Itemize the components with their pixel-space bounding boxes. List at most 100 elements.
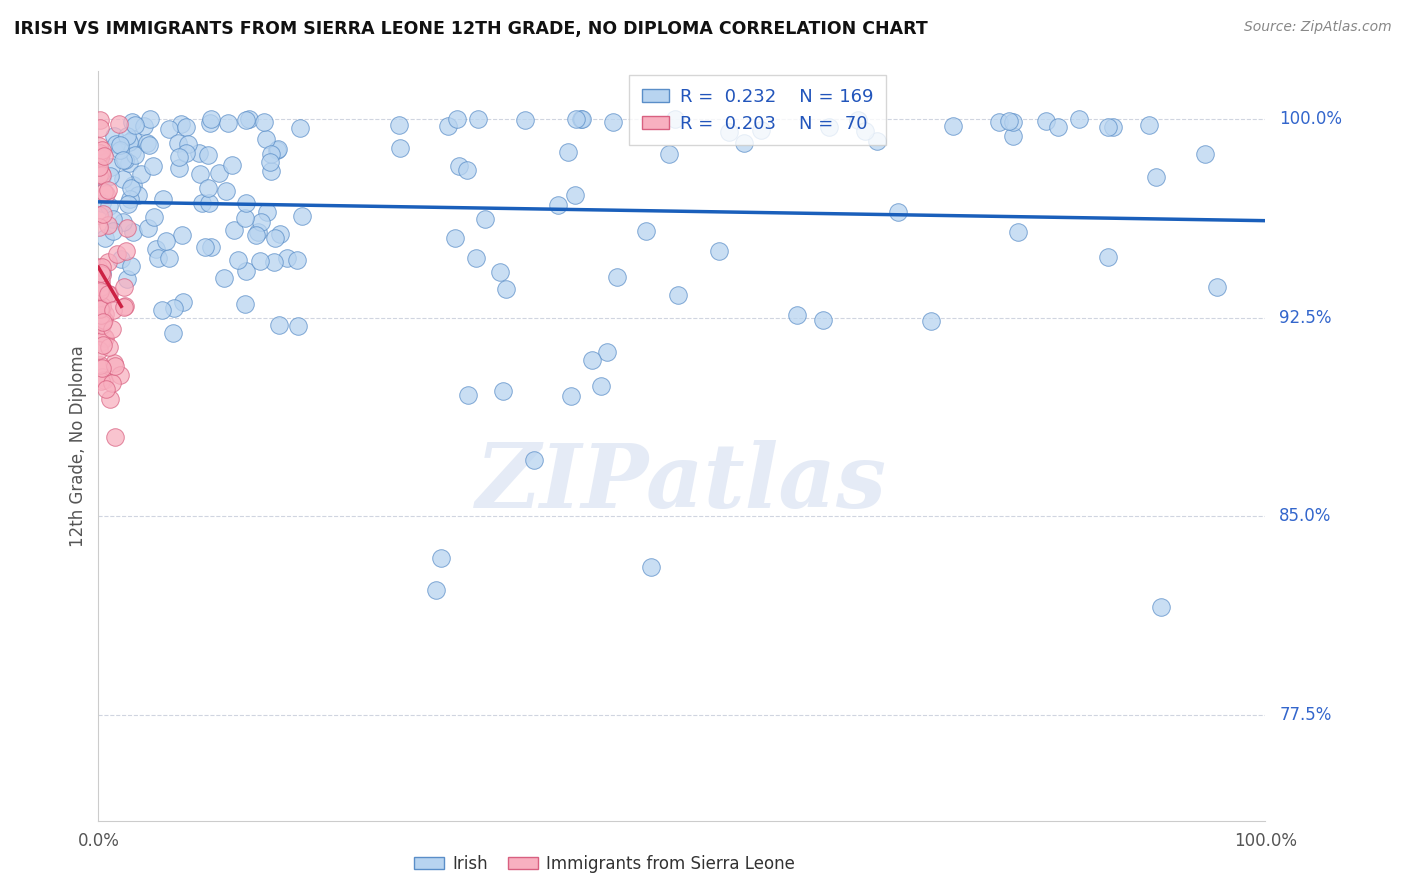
Point (1150, 599, 1173, 614)
Point (942, 120, 965, 134)
Point (115, 244, 138, 259)
Point (98, 340, 121, 354)
Point (846, 112, 869, 127)
Text: 92.5%: 92.5% (1279, 309, 1331, 326)
Text: Source: ZipAtlas.com: Source: ZipAtlas.com (1244, 20, 1392, 34)
Point (145, 243, 167, 257)
Point (266, 144, 288, 158)
Point (425, 582, 447, 597)
Point (89, 113, 111, 128)
Point (122, 132, 145, 146)
Point (1102, 120, 1125, 134)
Point (581, 352, 603, 367)
Point (1001, 114, 1024, 128)
Point (87, 146, 110, 161)
Point (446, 112, 468, 126)
Point (169, 150, 191, 164)
Point (188, 167, 211, 181)
Point (174, 145, 197, 160)
Point (1194, 146, 1216, 161)
Point (90, 196, 112, 211)
Point (1139, 119, 1161, 133)
Point (596, 344, 619, 359)
Point (222, 223, 245, 237)
Point (89, 160, 111, 174)
Point (89, 301, 111, 316)
Point (197, 148, 219, 162)
Point (602, 114, 624, 128)
Point (249, 254, 271, 268)
Point (1097, 250, 1119, 264)
Point (101, 322, 124, 336)
Point (606, 269, 628, 284)
Point (235, 196, 257, 211)
Point (465, 251, 488, 265)
Point (108, 138, 131, 153)
Point (87, 310, 110, 325)
Point (212, 271, 235, 285)
Point (172, 294, 194, 309)
Point (98, 392, 121, 407)
Point (188, 146, 211, 161)
Point (818, 120, 841, 135)
Point (124, 118, 146, 132)
Point (87, 324, 110, 338)
Legend: R =  0.232    N = 169, R =  0.203    N =  70: R = 0.232 N = 169, R = 0.203 N = 70 (630, 75, 886, 145)
Point (136, 136, 159, 150)
Point (388, 141, 411, 155)
Point (93, 373, 115, 387)
Point (664, 112, 686, 126)
Point (122, 225, 145, 239)
Point (89, 219, 111, 234)
Point (108, 368, 131, 382)
Point (90, 335, 112, 350)
Point (89, 120, 111, 135)
Point (523, 453, 546, 467)
Point (589, 378, 612, 392)
Point (120, 259, 142, 273)
Point (122, 178, 145, 192)
Point (249, 215, 271, 229)
Point (786, 309, 808, 323)
Point (198, 195, 221, 210)
Point (437, 120, 460, 134)
Point (89, 343, 111, 358)
Point (124, 148, 146, 162)
Point (94, 231, 117, 245)
Y-axis label: 12th Grade, No Diploma: 12th Grade, No Diploma (69, 345, 87, 547)
Point (97, 286, 120, 301)
Point (166, 136, 188, 150)
Point (169, 161, 191, 175)
Point (87, 209, 110, 223)
Point (920, 314, 942, 328)
Point (157, 251, 180, 265)
Point (90, 266, 112, 280)
Point (118, 192, 141, 206)
Point (90, 166, 112, 180)
Point (98, 169, 121, 183)
Point (91, 207, 114, 221)
Point (709, 244, 731, 258)
Point (112, 215, 135, 229)
Point (560, 389, 582, 403)
Point (143, 210, 166, 224)
Text: 100.0%: 100.0% (1279, 110, 1343, 128)
Point (91, 370, 114, 384)
Text: IRISH VS IMMIGRANTS FROM SIERRA LEONE 12TH GRADE, NO DIPLOMA CORRELATION CHART: IRISH VS IMMIGRANTS FROM SIERRA LEONE 12… (14, 20, 928, 37)
Point (634, 224, 657, 238)
Point (467, 112, 489, 126)
Point (246, 225, 269, 239)
Legend: Irish, Immigrants from Sierra Leone: Irish, Immigrants from Sierra Leone (408, 848, 801, 880)
Point (492, 384, 515, 399)
Point (112, 172, 135, 186)
Text: 77.5%: 77.5% (1279, 706, 1331, 723)
Point (101, 211, 124, 226)
Point (89, 151, 111, 165)
Point (256, 132, 278, 146)
Point (256, 205, 278, 219)
Point (91, 318, 114, 333)
Point (260, 163, 283, 178)
Point (103, 303, 125, 318)
Point (90, 268, 112, 283)
Point (1067, 112, 1090, 126)
